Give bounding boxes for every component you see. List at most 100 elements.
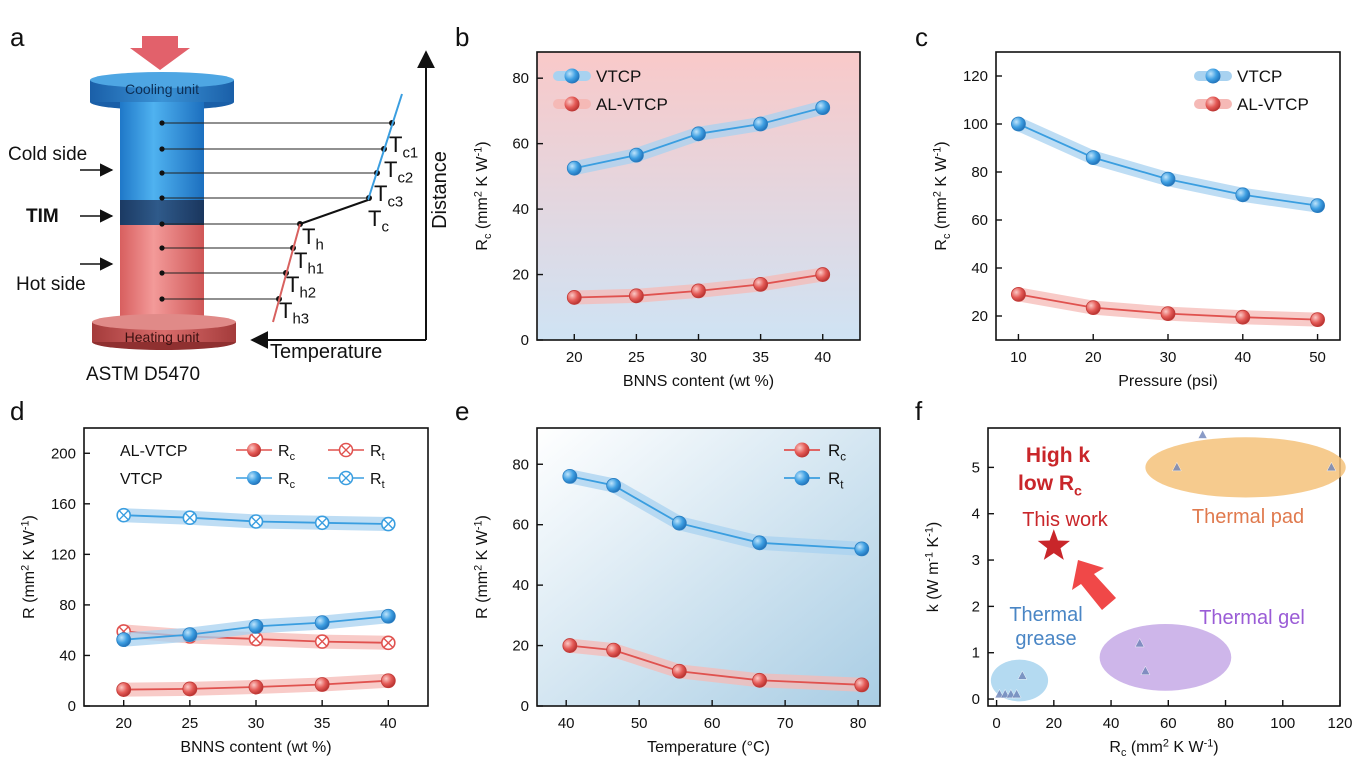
y-axis-label-part: -1 — [472, 147, 484, 157]
cooling-unit-label: Cooling unit — [125, 81, 199, 97]
x-tick-label: 40 — [1103, 715, 1120, 732]
data-point — [854, 541, 870, 557]
y-tick-label: 2 — [972, 598, 980, 615]
y-tick-label: 20 — [971, 308, 988, 325]
temp-label-c1-part: T — [389, 132, 402, 157]
thermocouple-dot — [159, 195, 165, 201]
y-axis-label-part: K W — [21, 529, 38, 565]
x-axis-label-part: R — [1109, 739, 1121, 756]
y-tick-label: 20 — [512, 638, 529, 655]
x-axis-label: BNNS content (wt %) — [623, 373, 774, 390]
panel-c-chart: c 10 20 30 40 50 20 40 60 80 100 120 Pressure (psi) R… — [915, 22, 1341, 390]
temp-label-h3: Th3 — [279, 298, 309, 328]
x-axis-label-part: Pressure (psi) — [1118, 373, 1218, 390]
data-point — [671, 663, 687, 679]
pointer-arrow-icon — [1072, 560, 1116, 610]
data-point-cross — [251, 634, 261, 645]
thermocouple-dot — [159, 170, 165, 176]
data-point — [815, 100, 831, 116]
data-point — [1326, 461, 1337, 472]
y-tick-label: 100 — [963, 116, 988, 133]
data-point — [628, 288, 644, 304]
x-axis-label-part: 2 — [1163, 737, 1169, 749]
data-point — [854, 677, 870, 693]
y-axis-label: R (mm2 K W-1) — [472, 515, 491, 619]
data-point — [628, 147, 644, 163]
legend-label-rc-part: R — [278, 471, 290, 488]
data-point — [1235, 187, 1251, 203]
hot-side-label: Hot side — [16, 274, 86, 295]
legend: VTCP AL-VTCP — [553, 67, 668, 114]
data-point — [380, 608, 396, 624]
panel-letter-b: b — [455, 22, 469, 52]
y-axis-label-part: 2 — [931, 191, 943, 197]
thermal-gel-label: Thermal gel — [1199, 607, 1305, 629]
data-point — [1085, 150, 1101, 166]
x-axis-label-part: Temperature (°C) — [647, 739, 770, 756]
x-tick-label: 40 — [558, 715, 575, 732]
legend-marker — [247, 443, 261, 457]
panel-a-schematic: a Cooling unit Heating unit Cold side TI… — [8, 22, 451, 385]
y-tick-label: 0 — [972, 691, 980, 708]
y-tick-label: 40 — [512, 577, 529, 594]
tim-label: TIM — [26, 206, 59, 227]
y-tick-label: 3 — [972, 552, 980, 569]
y-axis-label-part: (mm — [21, 571, 38, 607]
panel-letter-c: c — [915, 22, 928, 52]
data-point — [1011, 116, 1026, 132]
y-axis-label-part: -1 — [19, 520, 31, 530]
legend-label-rt: Rt — [370, 471, 385, 491]
temp-label-h1-part: h1 — [307, 261, 324, 278]
y-axis-label-part: 2 — [472, 191, 484, 197]
y-axis-label: R (mm2 K W-1) — [19, 515, 38, 619]
legend-label-part: R — [828, 441, 840, 460]
legend-label-part: R — [828, 469, 840, 488]
temp-label-c3-part: c3 — [387, 194, 403, 211]
temp-label-h3-part: T — [279, 298, 292, 323]
legend-marker — [247, 471, 261, 485]
panel-letter-a: a — [10, 22, 25, 52]
data-point — [1235, 309, 1251, 325]
x-tick-label: 30 — [248, 715, 265, 732]
data-point — [691, 126, 706, 142]
x-tick-label: 10 — [1010, 349, 1027, 366]
y-axis-label-part: R — [21, 607, 38, 619]
y-tick-label: 200 — [51, 445, 76, 462]
legend-label-rt: Rt — [370, 443, 385, 463]
legend-label: VTCP — [1237, 67, 1282, 86]
data-point-cross — [317, 517, 328, 528]
cold-side-block — [120, 102, 204, 202]
y-axis-label-part: R — [474, 607, 491, 619]
legend-marker — [794, 442, 810, 458]
legend-label-rt-part: t — [382, 479, 385, 491]
data-point-cross — [383, 519, 394, 530]
x-tick-label: 25 — [182, 715, 199, 732]
y-tick-label: 60 — [512, 136, 529, 153]
legend-label-rt-part: R — [370, 471, 382, 488]
data-point — [1310, 198, 1325, 214]
panel-e-chart: e 40 50 60 70 80 0 20 40 60 80 Temperature (°C) R (m… — [455, 396, 881, 756]
legend-row-label: VTCP — [120, 471, 163, 488]
y-tick-label: 40 — [971, 260, 988, 277]
x-tick-label: 50 — [1309, 349, 1326, 366]
cold-side-label: Cold side — [8, 144, 87, 165]
x-tick-label: 25 — [628, 349, 645, 366]
data-point — [1140, 665, 1151, 675]
temperature-label: Temperature — [270, 341, 382, 363]
data-point — [1011, 286, 1026, 302]
temp-label-c1: Tc1 — [389, 132, 418, 162]
y-axis-label-part: ) — [933, 141, 950, 146]
y-axis-label-part: (mm — [933, 197, 950, 233]
y-tick-label: 1 — [972, 645, 980, 662]
axes-frame — [536, 427, 881, 707]
y-axis-label-part: K W — [933, 156, 950, 192]
data-point — [1134, 637, 1145, 648]
legend-label-part: t — [840, 479, 844, 491]
x-tick-label: 80 — [1217, 715, 1234, 732]
temp-label-h1: Th1 — [294, 248, 324, 278]
legend: VTCP AL-VTCP — [1194, 67, 1309, 114]
y-tick-label: 0 — [521, 332, 529, 349]
highlight-line2-part: c — [1074, 483, 1082, 499]
